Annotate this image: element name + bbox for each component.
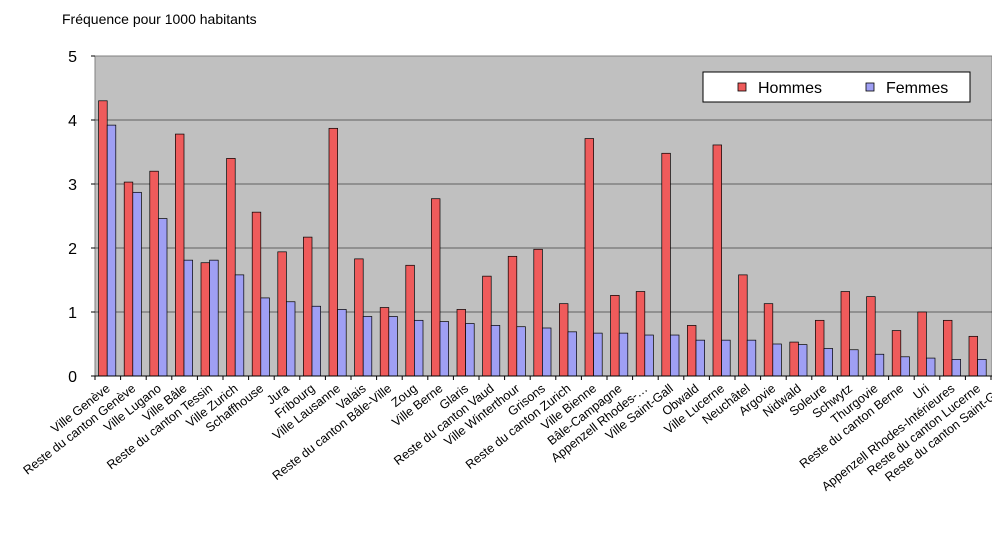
- bar-femmes: [439, 321, 449, 377]
- bar-femmes: [772, 343, 782, 377]
- y-tick-label: 2: [68, 241, 77, 258]
- y-tick-label: 1: [68, 305, 77, 322]
- bar-hommes: [456, 309, 466, 377]
- legend-label-hommes: Hommes: [758, 80, 822, 97]
- bar-hommes: [661, 152, 671, 377]
- bar-femmes: [721, 339, 731, 377]
- bar-hommes: [379, 307, 390, 377]
- bar-hommes: [968, 335, 978, 377]
- bar-femmes: [490, 325, 501, 377]
- bar-hommes: [891, 330, 902, 377]
- bar-femmes: [977, 359, 987, 377]
- bar-femmes: [644, 334, 654, 377]
- bars: [98, 100, 987, 377]
- bar-hommes: [98, 100, 108, 377]
- bar-hommes: [763, 303, 774, 377]
- bar-hommes: [251, 211, 262, 377]
- bar-hommes: [840, 291, 850, 377]
- bar-hommes: [431, 198, 441, 377]
- bar-femmes: [106, 124, 117, 377]
- legend-swatch-femmes: [865, 82, 875, 92]
- bar-femmes: [542, 327, 552, 377]
- bar-hommes: [149, 170, 159, 377]
- bar-hommes: [200, 262, 210, 377]
- bar-hommes: [507, 255, 518, 377]
- y-axis-ticks: 0 1 2 3 4 5: [68, 49, 95, 386]
- bar-femmes: [183, 259, 193, 377]
- bar-femmes: [567, 331, 577, 377]
- bar-femmes: [158, 218, 168, 377]
- bar-hommes: [917, 311, 927, 377]
- legend-swatch-hommes: [737, 82, 747, 92]
- bar-femmes: [746, 339, 757, 377]
- bar-hommes: [789, 341, 799, 377]
- bar-femmes: [618, 332, 629, 377]
- bar-hommes: [635, 291, 646, 377]
- legend-label-femmes: Femmes: [886, 80, 948, 97]
- bar-hommes: [738, 274, 748, 377]
- bar-femmes: [874, 353, 885, 377]
- bar-femmes: [670, 334, 680, 377]
- legend: Hommes Femmes: [702, 71, 971, 103]
- bar-femmes: [362, 316, 373, 377]
- bar-hommes: [533, 248, 543, 377]
- bar-hommes: [866, 296, 876, 377]
- bar-hommes: [226, 158, 236, 377]
- bar-femmes: [951, 359, 961, 377]
- bar-hommes: [815, 319, 825, 377]
- bar-femmes: [337, 309, 347, 377]
- bar-hommes: [303, 236, 313, 377]
- y-axis-label: Fréquence pour 1000 habitants: [62, 11, 257, 27]
- bar-femmes: [234, 274, 245, 377]
- bar-hommes: [123, 181, 134, 377]
- bar-hommes: [354, 258, 364, 377]
- bar-hommes: [328, 127, 338, 377]
- bar-hommes: [712, 144, 722, 377]
- y-tick-label: 3: [68, 177, 77, 194]
- bar-femmes: [593, 332, 603, 377]
- bar-femmes: [798, 344, 808, 377]
- bar-hommes: [610, 295, 620, 377]
- bar-femmes: [209, 259, 219, 377]
- bar-femmes: [286, 301, 296, 377]
- bar-femmes: [926, 357, 936, 377]
- y-tick-label: 5: [68, 49, 77, 66]
- bar-femmes: [823, 348, 833, 377]
- bar-femmes: [849, 349, 859, 377]
- bar-hommes: [687, 325, 697, 377]
- bar-femmes: [414, 319, 424, 377]
- bar-femmes: [388, 316, 398, 377]
- bar-hommes: [405, 264, 415, 377]
- bar-hommes: [584, 138, 594, 377]
- y-tick-label: 0: [68, 369, 77, 386]
- legend-box: [702, 71, 971, 103]
- bar-hommes: [482, 275, 492, 377]
- bar-hommes: [175, 133, 185, 377]
- bar-femmes: [516, 326, 526, 377]
- bar-femmes: [132, 191, 142, 377]
- bar-femmes: [900, 356, 910, 377]
- bar-femmes: [311, 305, 321, 377]
- bar-hommes: [559, 303, 569, 377]
- y-tick-label: 4: [68, 113, 77, 130]
- bar-femmes: [695, 339, 705, 377]
- bar-hommes: [277, 251, 287, 377]
- bar-hommes: [943, 319, 953, 377]
- bar-femmes: [465, 323, 475, 377]
- x-axis-ticks: [94, 376, 992, 380]
- bar-femmes: [260, 297, 270, 377]
